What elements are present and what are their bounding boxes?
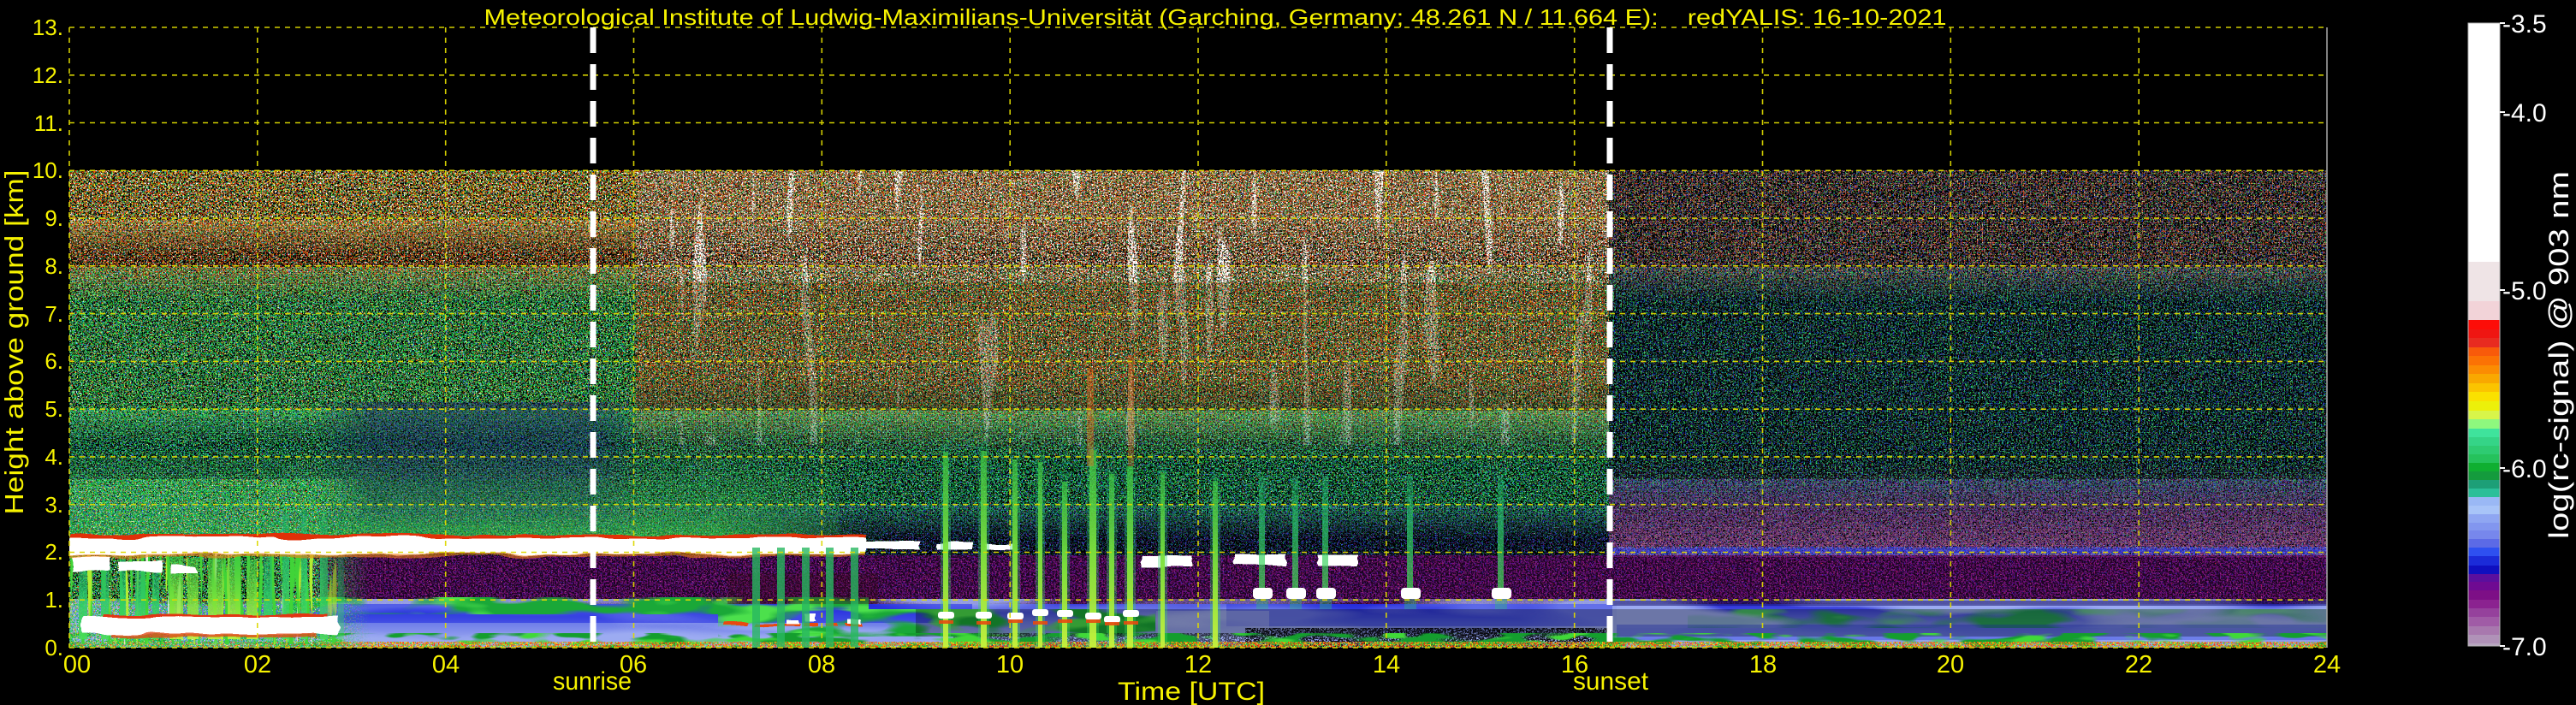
svg-text:06: 06 <box>620 651 647 678</box>
svg-text:-7.0: -7.0 <box>2502 633 2547 661</box>
svg-text:-4.0: -4.0 <box>2502 99 2547 127</box>
svg-text:5.: 5. <box>45 396 63 422</box>
svg-text:02: 02 <box>244 651 271 678</box>
svg-text:4.: 4. <box>45 444 63 470</box>
svg-text:10: 10 <box>996 651 1024 678</box>
svg-text:22: 22 <box>2125 651 2152 678</box>
svg-text:14: 14 <box>1373 651 1400 678</box>
svg-text:Height above ground [km]: Height above ground [km] <box>0 170 29 515</box>
svg-text:12: 12 <box>1184 651 1212 678</box>
svg-text:20: 20 <box>1937 651 1964 678</box>
svg-text:Time [UTC]: Time [UTC] <box>1118 678 1265 705</box>
svg-text:00: 00 <box>63 651 91 678</box>
svg-text:08: 08 <box>808 651 835 678</box>
svg-text:2.: 2. <box>45 539 63 565</box>
svg-text:sunset: sunset <box>1573 667 1649 696</box>
svg-text:11.: 11. <box>34 110 63 136</box>
svg-text:8.: 8. <box>45 253 63 279</box>
svg-text:16: 16 <box>1561 651 1588 678</box>
svg-text:24: 24 <box>2313 651 2341 678</box>
svg-text:sunrise: sunrise <box>553 667 632 696</box>
svg-text:6.: 6. <box>45 348 63 374</box>
svg-text:0.: 0. <box>45 635 63 661</box>
svg-text:1.: 1. <box>45 587 63 613</box>
svg-text:18: 18 <box>1749 651 1777 678</box>
svg-text:12.: 12. <box>33 62 63 88</box>
svg-text:Meteorological Institute of Lu: Meteorological Institute of Ludwig-Maxim… <box>484 4 1947 30</box>
svg-text:3.: 3. <box>45 492 63 518</box>
svg-text:-5.0: -5.0 <box>2502 277 2547 305</box>
svg-text:log(rc-signal) @ 903 nm: log(rc-signal) @ 903 nm <box>2543 171 2574 539</box>
svg-text:13.: 13. <box>33 15 63 40</box>
svg-text:10.: 10. <box>33 157 63 183</box>
svg-text:-6.0: -6.0 <box>2502 455 2547 483</box>
svg-text:9.: 9. <box>45 205 63 231</box>
svg-text:7.: 7. <box>45 301 63 327</box>
svg-text:-3.5: -3.5 <box>2502 10 2547 39</box>
svg-text:04: 04 <box>432 651 460 678</box>
